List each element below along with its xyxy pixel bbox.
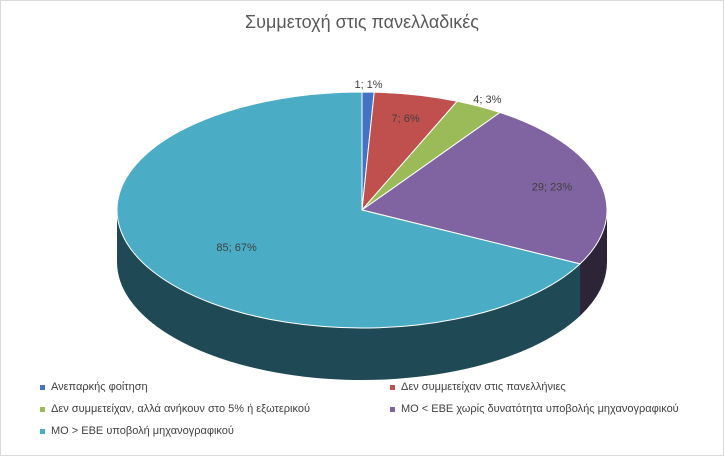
legend-swatch	[40, 428, 45, 434]
slice-4-label: 29; 23%	[532, 182, 573, 194]
legend-swatch	[390, 384, 395, 390]
legend-label: Δεν συμμετείχαν στις πανελλήνιες	[401, 381, 566, 393]
pie-sides	[117, 210, 607, 381]
legend-swatch	[40, 384, 45, 390]
legend-item-3[interactable]: Δεν συμμετείχαν, αλλά ανήκουν στο 5% ή ε…	[40, 403, 310, 415]
legend-swatch	[390, 406, 395, 412]
slice-5-label: 85; 67%	[216, 242, 257, 254]
data-labels: 1; 1% 7; 6% 4; 3% 29; 23% 85; 67%	[216, 79, 572, 254]
slice-1-label: 1; 1%	[354, 79, 382, 91]
legend-label: Δεν συμμετείχαν, αλλά ανήκουν στο 5% ή ε…	[51, 403, 310, 415]
legend-swatch	[40, 406, 45, 412]
slice-5-side	[117, 210, 581, 381]
slice-4[interactable]	[360, 111, 608, 265]
slice-2-label: 7; 6%	[392, 113, 420, 125]
chart-title: Συμμετοχή στις πανελλαδικές	[245, 12, 479, 32]
legend-label: ΜΟ < ΕΒΕ χωρίς δυνατότητα υποβολής μηχαν…	[401, 403, 679, 415]
slice-5[interactable]	[116, 91, 582, 329]
legend-label: Ανεπαρκής φοίτηση	[51, 381, 148, 393]
legend-item-1[interactable]: Ανεπαρκής φοίτηση	[40, 381, 148, 393]
legend-item-5[interactable]: ΜΟ > ΕΒΕ υποβολή μηχανογραφικού	[40, 425, 234, 437]
legend-label: ΜΟ > ΕΒΕ υποβολή μηχανογραφικού	[51, 425, 234, 437]
slice-3-label: 4; 3%	[473, 94, 501, 106]
legend-item-4[interactable]: ΜΟ < ΕΒΕ χωρίς δυνατότητα υποβολής μηχαν…	[390, 403, 679, 415]
legend-item-2[interactable]: Δεν συμμετείχαν στις πανελλήνιες	[390, 381, 566, 393]
slice-4-side	[580, 210, 607, 316]
pie-slices	[116, 91, 608, 329]
